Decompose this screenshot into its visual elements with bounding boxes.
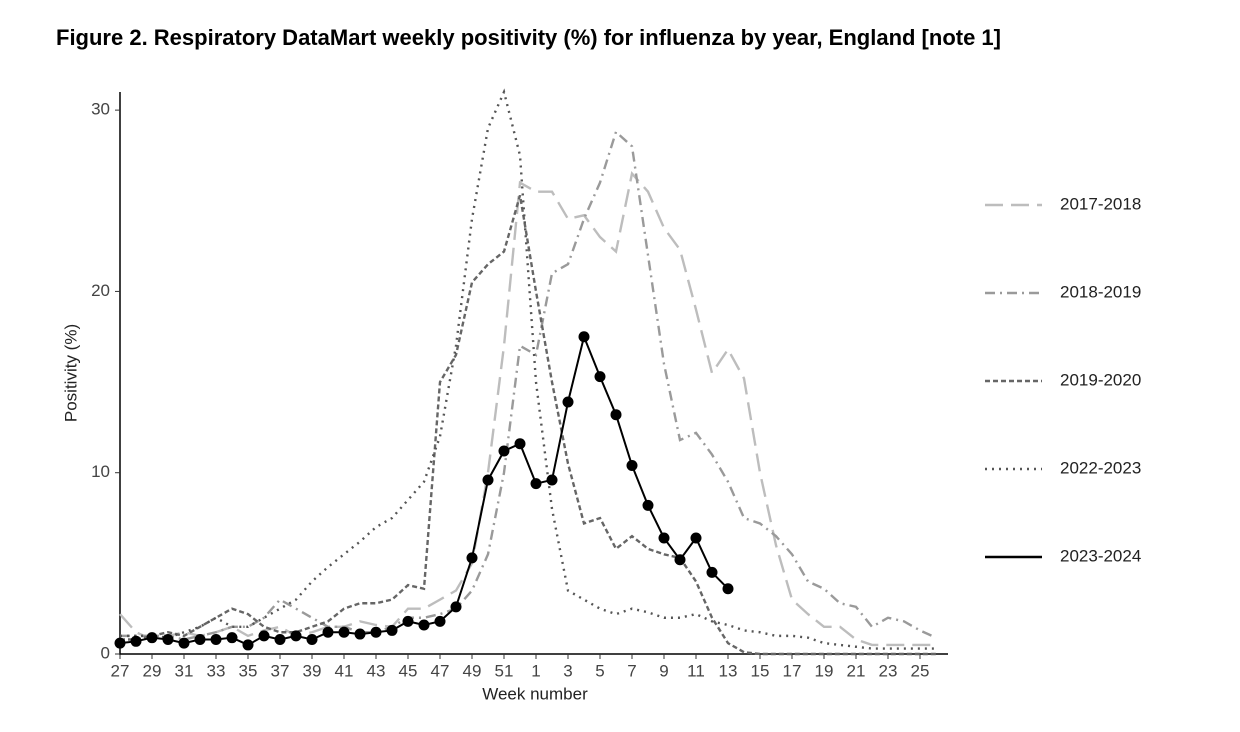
data-point — [114, 637, 126, 649]
data-point — [578, 331, 590, 343]
data-point — [306, 633, 318, 645]
data-point — [162, 633, 174, 645]
data-point — [482, 474, 494, 486]
x-tick-label: 39 — [303, 661, 322, 680]
legend-label: 2022-2023 — [1060, 458, 1141, 477]
data-point — [322, 626, 334, 638]
y-tick-label: 10 — [91, 462, 110, 481]
data-point — [546, 474, 558, 486]
legend-label: 2018-2019 — [1060, 282, 1141, 301]
data-point — [658, 532, 670, 544]
series-line — [120, 195, 936, 656]
x-tick-label: 7 — [627, 661, 636, 680]
data-point — [402, 615, 414, 627]
x-tick-label: 3 — [563, 661, 572, 680]
x-tick-label: 1 — [531, 661, 540, 680]
data-point — [418, 619, 430, 631]
x-tick-label: 35 — [239, 661, 258, 680]
x-tick-label: 31 — [175, 661, 194, 680]
x-tick-label: 47 — [431, 661, 450, 680]
x-tick-label: 33 — [207, 661, 226, 680]
data-point — [514, 438, 526, 450]
data-point — [258, 630, 270, 642]
data-point — [562, 396, 574, 408]
x-axis-label: Week number — [482, 684, 588, 703]
data-point — [242, 639, 254, 651]
data-point — [178, 637, 190, 649]
x-tick-label: 19 — [815, 661, 834, 680]
data-point — [386, 624, 398, 636]
series-line — [119, 333, 729, 647]
x-tick-label: 41 — [335, 661, 354, 680]
data-point — [530, 478, 542, 490]
x-tick-label: 11 — [687, 661, 705, 680]
x-tick-label: 43 — [367, 661, 386, 680]
legend-label: 2017-2018 — [1060, 194, 1141, 213]
data-point — [690, 532, 702, 544]
data-point — [146, 632, 158, 644]
x-tick-label: 29 — [143, 661, 162, 680]
x-tick-label: 9 — [659, 661, 668, 680]
data-point — [194, 633, 206, 645]
x-tick-label: 37 — [271, 661, 290, 680]
data-point — [626, 459, 638, 471]
data-point — [338, 626, 350, 638]
data-point — [290, 630, 302, 642]
data-point — [354, 628, 366, 640]
data-point — [434, 615, 446, 627]
data-point — [210, 633, 222, 645]
x-tick-label: 13 — [719, 661, 738, 680]
legend-label: 2019-2020 — [1060, 370, 1141, 389]
data-point — [674, 554, 686, 566]
series-line — [119, 170, 936, 647]
y-axis-label: Positivity (%) — [61, 324, 80, 422]
data-point — [498, 445, 510, 457]
data-point — [722, 583, 734, 595]
x-tick-label: 21 — [847, 661, 866, 680]
data-point — [274, 633, 286, 645]
data-point — [130, 635, 142, 647]
x-tick-label: 15 — [751, 661, 770, 680]
x-tick-label: 45 — [399, 661, 418, 680]
data-point — [642, 499, 654, 511]
x-tick-label: 51 — [495, 661, 514, 680]
data-point — [450, 601, 462, 613]
data-point — [370, 626, 382, 638]
legend-label: 2023-2024 — [1060, 546, 1141, 565]
series-line — [120, 88, 936, 650]
x-tick-label: 49 — [463, 661, 482, 680]
x-tick-label: 5 — [595, 661, 604, 680]
y-tick-label: 20 — [91, 281, 110, 300]
x-tick-label: 17 — [783, 661, 802, 680]
y-tick-label: 0 — [101, 643, 110, 662]
x-tick-label: 25 — [911, 661, 930, 680]
data-point — [226, 632, 238, 644]
data-point — [594, 371, 606, 383]
y-tick-label: 30 — [91, 100, 110, 119]
data-point — [610, 409, 622, 421]
data-point — [466, 552, 478, 564]
chart-title: Figure 2. Respiratory DataMart weekly po… — [56, 25, 1001, 50]
x-tick-label: 27 — [111, 661, 130, 680]
data-point — [706, 566, 718, 578]
series-line — [120, 129, 937, 641]
x-tick-label: 23 — [879, 661, 898, 680]
